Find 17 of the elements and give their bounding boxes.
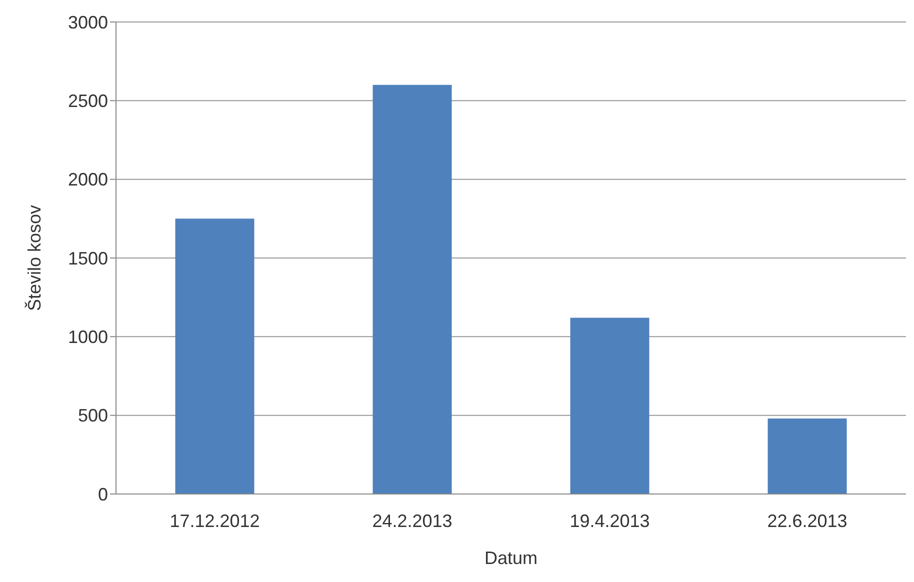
bar — [570, 318, 650, 494]
y-tick-label: 1500 — [68, 248, 108, 268]
bar — [768, 418, 847, 494]
x-axis-title: Datum — [484, 548, 538, 568]
y-tick-label: 2500 — [68, 91, 108, 112]
x-tick-label: 24.2.2013 — [372, 510, 452, 531]
bar — [175, 218, 254, 494]
x-tick-label: 19.4.2013 — [570, 510, 650, 531]
y-axis-title: Število kosov — [24, 204, 44, 312]
x-tick-label: 22.6.2013 — [767, 510, 848, 531]
y-tick-label: 3000 — [68, 12, 108, 32]
y-tick-label: 1000 — [68, 327, 108, 348]
y-tick-label: 0 — [98, 484, 108, 504]
x-tick-label: 17.12.2012 — [170, 510, 260, 531]
bar — [372, 84, 452, 494]
y-tick-label: 2000 — [68, 170, 108, 190]
y-tick-label: 500 — [78, 406, 108, 426]
